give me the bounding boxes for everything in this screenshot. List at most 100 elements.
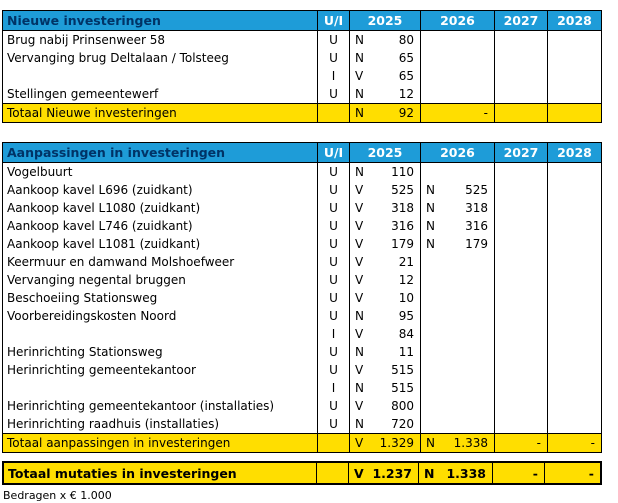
year-cell-2026: N 318: [420, 199, 494, 217]
section-title-aanpassingen: Aanpassingen in investeringen: [7, 145, 226, 160]
row-description: Vogelbuurt: [7, 165, 73, 179]
amount-value: 525: [465, 183, 488, 197]
amount-value: 65: [398, 51, 414, 65]
total-row-aanpassingen: Totaal aanpassingen in investeringen V 1.…: [3, 433, 601, 452]
row-ui-flag: U: [317, 343, 349, 361]
amount-value: -: [532, 465, 538, 481]
column-header-2026: 2026: [420, 11, 494, 30]
row-ui-flag: U: [317, 253, 349, 271]
year-cell-2028: [547, 325, 601, 343]
year-cell-2025: N 12: [349, 85, 420, 103]
column-header-2025: 2025: [349, 11, 420, 30]
amount-value: 316: [465, 219, 488, 233]
year-cell-2028: [547, 181, 601, 199]
amount-value: 11: [398, 345, 414, 359]
total-cell-2027: -: [494, 434, 547, 452]
year-cell-2028: [547, 397, 601, 415]
row-description: Herinrichting raadhuis (installaties): [7, 417, 220, 431]
year-cell-2026: [420, 307, 494, 325]
year-cell-2026: [420, 289, 494, 307]
row-description: Brug nabij Prinsenweer 58: [7, 33, 165, 47]
grand-total-label: Totaal mutaties in investeringen: [8, 465, 237, 481]
table-row: I N 515: [3, 379, 601, 397]
amount-value: 92: [398, 106, 414, 120]
year-cell-2026: N 316: [420, 217, 494, 235]
year-cell-2025: N 515: [349, 379, 420, 397]
year-cell-2025: N 11: [349, 343, 420, 361]
total-label: Totaal aanpassingen in investeringen: [7, 436, 231, 450]
year-cell-2028: [547, 235, 601, 253]
row-description: [3, 379, 317, 397]
year-cell-2026: [420, 271, 494, 289]
year-cell-2027: [494, 31, 547, 49]
amount-value: -: [588, 465, 594, 481]
amount-prefix: N: [355, 165, 364, 179]
amount-value: -: [483, 106, 488, 120]
year-cell-2026: [420, 163, 494, 181]
year-cell-2028: [547, 49, 601, 67]
year-cell-2026: [420, 67, 494, 85]
year-cell-2027: [494, 343, 547, 361]
amount-value: 800: [391, 399, 414, 413]
year-cell-2028: [547, 343, 601, 361]
header-row-nieuwe: Nieuwe investeringen U/I 2025 2026 2027 …: [3, 11, 601, 31]
amount-prefix: V: [355, 201, 364, 215]
amount-prefix: N: [426, 237, 435, 251]
row-ui-flag: U: [317, 217, 349, 235]
amount-prefix: V: [355, 399, 364, 413]
year-cell-2028: [547, 163, 601, 181]
year-cell-2027: [494, 271, 547, 289]
row-description: Keermuur en damwand Molshoefweer: [7, 255, 235, 269]
row-description: Aankoop kavel L1080 (zuidkant): [7, 201, 201, 215]
year-cell-2027: [494, 361, 547, 379]
column-header-2026: 2026: [420, 143, 494, 162]
total-row-nieuwe: Totaal Nieuwe investeringen N 92 -: [3, 103, 601, 122]
table-row: Herinrichting gemeentekantoor U V 515: [3, 361, 601, 379]
row-ui-flag: U: [317, 415, 349, 433]
amount-value: 525: [391, 183, 414, 197]
year-cell-2025: V 12: [349, 271, 420, 289]
amount-value: 80: [398, 33, 414, 47]
amount-prefix: N: [426, 183, 435, 197]
year-cell-2025: V 800: [349, 397, 420, 415]
table-row: Beschoeiing Stationsweg U V 10: [3, 289, 601, 307]
grand-total-cell-2027: -: [492, 463, 544, 483]
year-cell-2028: [547, 379, 601, 397]
year-cell-2026: [420, 49, 494, 67]
amount-prefix: N: [426, 436, 435, 450]
year-cell-2027: [494, 379, 547, 397]
table-row: Keermuur en damwand Molshoefweer U V 21: [3, 253, 601, 271]
amount-value: 95: [398, 309, 414, 323]
amount-prefix: N: [426, 201, 435, 215]
row-ui-flag: U: [317, 31, 349, 49]
row-description: Voorbereidingskosten Noord: [7, 309, 177, 323]
year-cell-2026: [420, 397, 494, 415]
amount-prefix: N: [355, 106, 364, 120]
rows-nieuwe-investeringen: Brug nabij Prinsenweer 58 U N 80 Vervanging …: [3, 31, 601, 103]
table-row: Vogelbuurt U N 110: [3, 163, 601, 181]
row-description: Herinrichting gemeentekantoor (installat…: [7, 399, 275, 413]
grand-total-cell-2025: V 1.237: [348, 463, 418, 483]
year-cell-2027: [494, 397, 547, 415]
total-cell-2025: V 1.329: [349, 434, 420, 452]
table-row: Stellingen gemeentewerf U N 12: [3, 85, 601, 103]
table-row: Herinrichting gemeentekantoor (installat…: [3, 397, 601, 415]
year-cell-2025: V 318: [349, 199, 420, 217]
row-description: Herinrichting gemeentekantoor: [7, 363, 196, 377]
total-cell-2026: N 1.338: [420, 434, 494, 452]
amount-prefix: V: [354, 465, 364, 481]
row-description: Beschoeiing Stationsweg: [7, 291, 158, 305]
amount-prefix: N: [355, 345, 364, 359]
grand-total-cell-2028: -: [544, 463, 600, 483]
amount-value: 21: [398, 255, 414, 269]
year-cell-2027: [494, 415, 547, 433]
table-row: Aankoop kavel L696 (zuidkant) U V 525 N 525: [3, 181, 601, 199]
year-cell-2027: [494, 235, 547, 253]
footnote: Bedragen x € 1.000: [3, 489, 112, 502]
amount-value: 110: [391, 165, 414, 179]
grand-total-ui-cell: [316, 463, 348, 483]
amount-value: 10: [398, 291, 414, 305]
amount-prefix: V: [355, 255, 364, 269]
year-cell-2028: [547, 31, 601, 49]
